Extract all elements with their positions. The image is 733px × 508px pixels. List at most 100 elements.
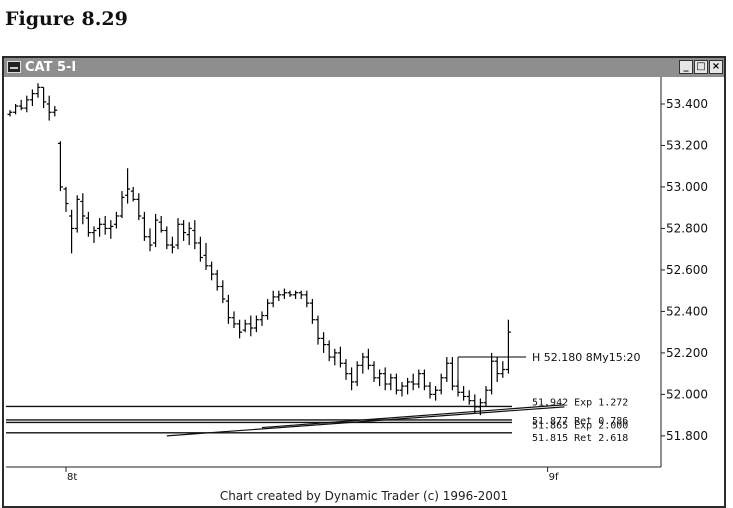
price-bar [309, 298, 315, 324]
price-bar [141, 211, 147, 241]
price-bar [382, 367, 388, 391]
price-bar [102, 215, 108, 235]
high-marker: H 52.180 8My15:20 [457, 351, 640, 382]
price-bar [427, 381, 433, 399]
price-bar [326, 340, 332, 362]
price-bar [377, 369, 383, 387]
price-bar [281, 288, 287, 299]
price-bar [119, 191, 125, 219]
trendlines [166, 404, 565, 437]
price-bar [360, 352, 366, 374]
price-bar [203, 242, 209, 270]
price-bar [225, 294, 231, 324]
price-bar [500, 361, 506, 378]
trendline [261, 404, 565, 429]
price-bar [46, 95, 52, 121]
price-bar [472, 394, 478, 414]
price-bar [421, 369, 427, 391]
price-bar [125, 168, 131, 204]
y-tick-label: 52.600 [666, 263, 708, 277]
level-label: 51.942 Exp 1.272 [532, 397, 628, 408]
price-bar [24, 95, 30, 113]
price-bar [130, 186, 136, 202]
y-tick-label: 52.400 [666, 304, 708, 318]
maximize-button[interactable]: □ [694, 60, 708, 74]
minimize-button[interactable]: _ [679, 60, 693, 74]
x-tick-label: 9f [549, 472, 559, 483]
price-bar [416, 369, 422, 389]
price-bar [505, 319, 511, 374]
price-bar [80, 193, 86, 225]
trendline [166, 406, 565, 437]
close-button[interactable]: × [709, 60, 723, 74]
price-bar [365, 348, 371, 370]
price-bar [181, 220, 187, 241]
y-tick-label: 52.200 [666, 346, 708, 360]
x-tick-label: 8t [67, 472, 77, 483]
chart-app-icon [7, 61, 21, 73]
price-bar [371, 361, 377, 382]
price-bar [259, 311, 265, 326]
x-axis: 8t 9f [65, 467, 559, 483]
window-titlebar[interactable]: CAT 5-I _ □ × [4, 58, 724, 77]
marker-label: H 52.180 8My15:20 [532, 351, 640, 364]
price-bar [91, 226, 97, 243]
price-bar [41, 86, 47, 109]
price-bar [293, 290, 299, 299]
price-bar [69, 209, 75, 254]
price-bar [455, 379, 461, 397]
price-bar [85, 211, 91, 237]
price-bar [52, 106, 58, 117]
price-bar [410, 373, 416, 391]
price-bar [192, 220, 198, 250]
figure-title: Figure 8.29 [5, 8, 128, 30]
price-bar [158, 215, 164, 233]
price-bar [175, 218, 181, 250]
price-bar [399, 381, 405, 397]
y-axis: 53.400 53.200 53.000 52.800 52.600 52.400 52.2… [661, 97, 708, 443]
price-bar [169, 236, 175, 254]
price-bar [136, 193, 142, 221]
price-bar [18, 99, 24, 111]
price-bar [242, 319, 248, 333]
chart-window: CAT 5-I _ □ × 51.942 Exp 1.272 51.877 Ret… [2, 56, 726, 508]
price-bar [153, 213, 159, 248]
price-bar [354, 361, 360, 387]
price-bar [231, 311, 237, 329]
price-bar [63, 186, 69, 212]
price-bar [449, 357, 455, 391]
chart-credit: Chart created by Dynamic Trader (c) 1996… [219, 489, 509, 503]
price-bar [321, 332, 327, 353]
price-bar [287, 290, 293, 297]
plot-frame [6, 77, 662, 468]
price-bar [265, 298, 271, 320]
price-bar [13, 103, 19, 115]
price-bar [220, 280, 226, 304]
y-tick-label: 51.800 [666, 429, 708, 443]
price-bar [304, 290, 310, 308]
price-bar [7, 110, 13, 117]
price-bar [57, 141, 63, 192]
price-bar [433, 386, 439, 401]
y-tick-label: 52.800 [666, 221, 708, 235]
price-bar [209, 261, 215, 281]
price-bar [214, 269, 220, 291]
price-bar [298, 290, 304, 299]
price-bar [35, 83, 41, 98]
price-bar [388, 373, 394, 391]
level-label: 51.865 Exp 2.000 [532, 420, 628, 431]
price-bar [108, 220, 114, 239]
y-tick-label: 52.000 [666, 387, 708, 401]
window-title: CAT 5-I [25, 60, 77, 75]
price-bars [7, 83, 511, 416]
price-bar [276, 290, 282, 302]
price-bar [248, 315, 254, 337]
price-bar [494, 357, 500, 382]
level-label: 51.877 Ret 0.786 [532, 416, 628, 427]
price-bar [405, 377, 411, 395]
y-tick-label: 53.200 [666, 138, 708, 152]
price-bar [97, 218, 103, 237]
price-bar [74, 195, 80, 233]
